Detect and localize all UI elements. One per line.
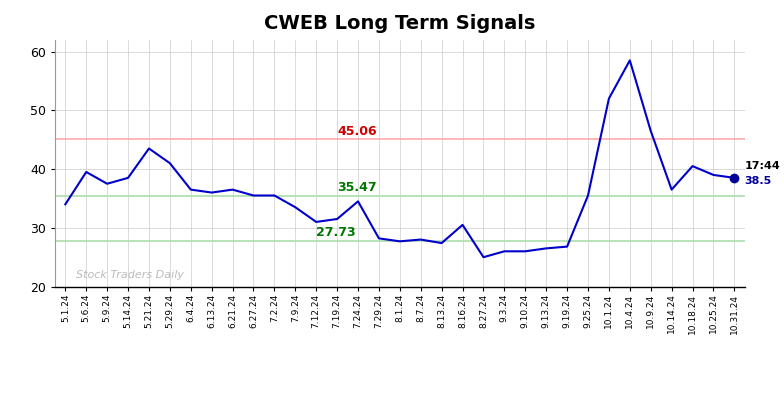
Text: 35.47: 35.47 xyxy=(337,181,377,194)
Text: 17:44: 17:44 xyxy=(745,161,781,171)
Text: 27.73: 27.73 xyxy=(316,226,356,240)
Text: 45.06: 45.06 xyxy=(337,125,377,138)
Text: 38.5: 38.5 xyxy=(745,176,772,186)
Title: CWEB Long Term Signals: CWEB Long Term Signals xyxy=(264,14,535,33)
Text: Stock Traders Daily: Stock Traders Daily xyxy=(76,270,183,280)
